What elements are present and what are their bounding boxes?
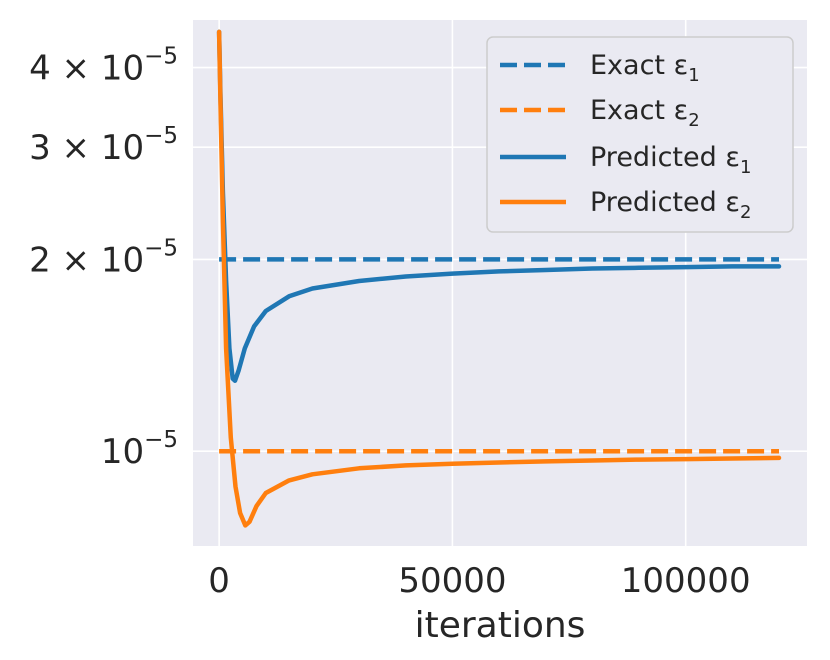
legend-label-subscript: 1	[740, 157, 751, 178]
y-tick-labels: 10−52 × 10−53 × 10−54 × 10−5	[29, 44, 178, 473]
y-tick-mantissa: 4 × 10	[29, 49, 144, 89]
legend-label-name: Exact ε	[590, 95, 688, 126]
legend-label: Predicted ε1	[590, 142, 751, 178]
legend-label-subscript: 2	[688, 110, 699, 131]
x-tick-label: 50000	[398, 561, 506, 601]
legend-label: Predicted ε2	[590, 187, 751, 223]
series-line-predicted-eps2	[216, 29, 782, 528]
y-tick-exponent: −5	[144, 427, 178, 453]
y-tick-mantissa: 10	[101, 432, 144, 472]
legend-label-subscript: 2	[740, 202, 751, 223]
y-tick-label: 4 × 10−5	[29, 44, 178, 89]
y-tick-exponent: −5	[144, 44, 178, 70]
legend-label-subscript: 1	[688, 65, 699, 86]
x-tick-labels: 0 50000 100000	[208, 561, 750, 601]
y-tick-exponent: −5	[144, 235, 178, 261]
y-tick-exponent: −5	[144, 123, 178, 149]
y-tick-label: 2 × 10−5	[29, 235, 178, 280]
legend-label-name: Predicted ε	[590, 142, 740, 173]
legend-label-name: Exact ε	[590, 50, 688, 81]
y-tick-mantissa: 3 × 10	[29, 128, 144, 168]
legend-label-name: Predicted ε	[590, 187, 740, 218]
legend-label: Exact ε1	[590, 50, 700, 86]
series-line-predicted-eps1	[216, 29, 782, 383]
y-tick-mantissa: 2 × 10	[29, 240, 144, 280]
x-tick-label: 100000	[621, 561, 751, 601]
y-tick-label: 3 × 10−5	[29, 123, 178, 168]
legend-frame	[486, 36, 794, 233]
y-tick-label: 10−5	[101, 427, 178, 472]
legend-label: Exact ε2	[590, 95, 700, 131]
x-tick-label: 0	[208, 561, 230, 601]
series-layer	[216, 29, 782, 528]
x-axis-label: iterations	[415, 605, 586, 646]
